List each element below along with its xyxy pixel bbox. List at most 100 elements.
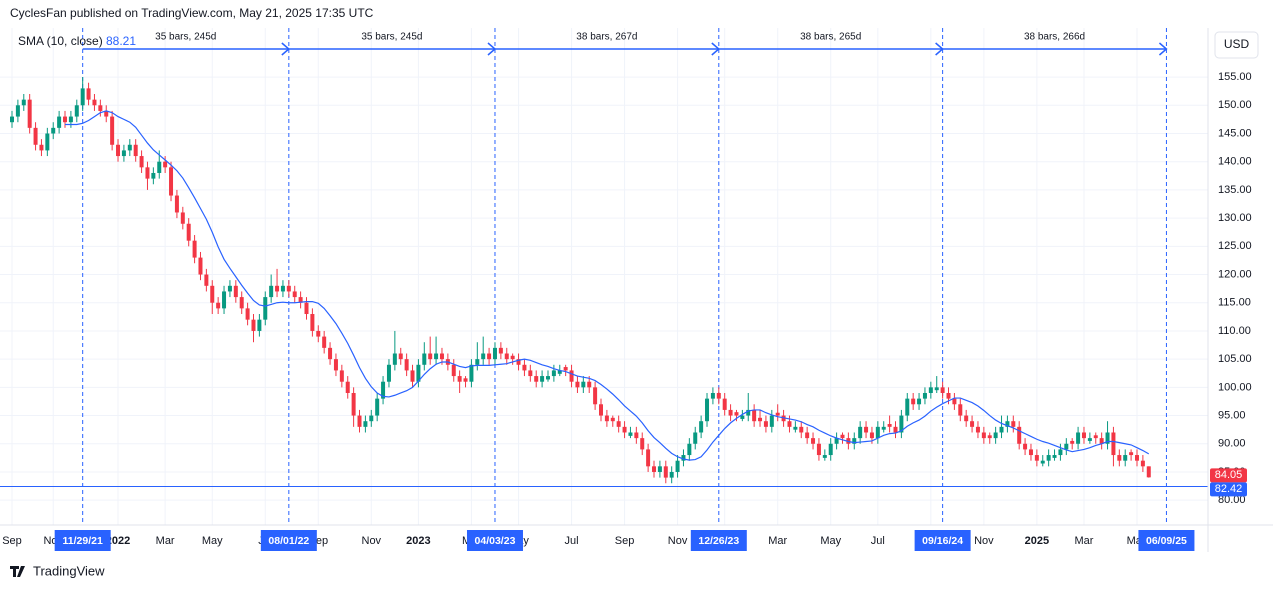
candle-body: [245, 308, 250, 320]
marker-date-label: 12/26/23: [698, 535, 739, 547]
candle-body: [280, 285, 285, 292]
candle-body: [257, 319, 262, 331]
candle-body: [1111, 432, 1116, 456]
candle-body: [663, 466, 668, 478]
candle-body: [822, 455, 827, 458]
candle-body: [39, 144, 44, 151]
x-tick-label: Mar: [1075, 535, 1094, 547]
candle-body: [121, 150, 126, 157]
candle-body: [628, 432, 633, 436]
candle-body: [157, 161, 162, 173]
candle-body: [975, 426, 980, 433]
y-tick-label: 155.00: [1218, 71, 1252, 83]
y-tick-label: 135.00: [1218, 184, 1252, 196]
candle-body: [610, 417, 615, 422]
candle-body: [1117, 455, 1122, 461]
candle-body: [1034, 455, 1039, 461]
candle-body: [964, 415, 969, 422]
candle-body: [657, 466, 662, 472]
candle-body: [227, 285, 232, 292]
candle-body: [487, 353, 492, 360]
currency-button[interactable]: USD: [1214, 31, 1259, 59]
candle-body: [475, 359, 480, 365]
candle-body: [775, 412, 780, 416]
y-tick-label: 125.00: [1218, 240, 1252, 252]
candle-body: [1058, 449, 1063, 456]
y-tick-label: 130.00: [1218, 212, 1252, 224]
candle-body: [233, 285, 238, 298]
candle-body: [416, 364, 421, 382]
candle-body: [251, 319, 256, 331]
y-tick-label: 95.00: [1218, 409, 1246, 421]
candle-body: [787, 421, 792, 427]
candle-body: [828, 443, 833, 456]
x-tick-label: 2022: [106, 535, 130, 547]
candle-body: [27, 99, 32, 128]
candle-body: [934, 387, 939, 391]
span-label: 38 bars, 266d: [1024, 32, 1085, 43]
candle-body: [616, 421, 621, 427]
candle-body: [905, 398, 910, 416]
x-tick-label: Nov: [362, 535, 382, 547]
candle-body: [970, 421, 975, 427]
candle-body: [404, 359, 409, 371]
candle-body: [722, 398, 727, 410]
candle-body: [98, 105, 103, 111]
candle-body: [434, 353, 439, 360]
candle-body: [734, 412, 739, 416]
candle-body: [1087, 438, 1092, 441]
candle-body: [10, 116, 14, 123]
candle-body: [693, 432, 698, 444]
candle-body: [1040, 460, 1045, 464]
candle-body: [952, 398, 957, 405]
candle-body: [151, 172, 156, 179]
candle-body: [1081, 432, 1086, 439]
candle-body: [675, 460, 680, 472]
span-label: 38 bars, 267d: [576, 32, 637, 43]
candle-body: [716, 392, 721, 399]
candle-body: [169, 167, 174, 196]
candle-body: [646, 449, 651, 467]
marker-date-box: [1138, 530, 1195, 551]
span-label: 35 bars, 245d: [361, 32, 422, 43]
candle-body: [575, 381, 580, 388]
candle-body: [1017, 426, 1022, 444]
marker-date-label: 11/29/21: [63, 535, 103, 547]
x-tick-label: Nov: [668, 535, 688, 547]
candle-body: [1011, 421, 1016, 427]
candle-body: [398, 353, 403, 360]
candle-body: [1146, 466, 1151, 478]
brand: TradingView: [33, 563, 105, 578]
candle-body: [840, 434, 845, 439]
candle-body: [652, 466, 657, 472]
candle-body: [21, 99, 26, 106]
candle-body: [186, 223, 191, 241]
x-tick-label: Nov: [974, 535, 994, 547]
candle-body: [345, 381, 350, 393]
currency-label[interactable]: USD: [1224, 37, 1250, 51]
y-tick-label: 100.00: [1218, 381, 1252, 393]
candle-body: [899, 415, 904, 433]
candle-body: [799, 426, 804, 433]
candle-body: [339, 370, 344, 382]
candle-body: [940, 387, 945, 393]
currency-box[interactable]: [1214, 31, 1259, 59]
candle-body: [946, 392, 951, 399]
candle-body: [139, 156, 144, 168]
candle-body: [133, 144, 138, 157]
y-tick-label: 120.00: [1218, 268, 1252, 280]
candle-body: [469, 364, 474, 382]
y-tick-label: 110.00: [1218, 325, 1251, 337]
span-label: 35 bars, 245d: [155, 32, 216, 43]
candle-body: [869, 432, 874, 439]
candle-body: [557, 370, 562, 374]
header: CyclesFan published on TradingView.com, …: [10, 6, 374, 20]
candle-body: [540, 376, 545, 382]
candle-body: [758, 417, 763, 422]
last-price-label: 84.05: [1215, 469, 1243, 481]
candle-body: [104, 110, 109, 117]
candle-body: [1028, 449, 1033, 456]
candle-body: [381, 381, 386, 399]
candle-body: [1099, 438, 1104, 444]
y-tick-label: 145.00: [1218, 127, 1252, 139]
